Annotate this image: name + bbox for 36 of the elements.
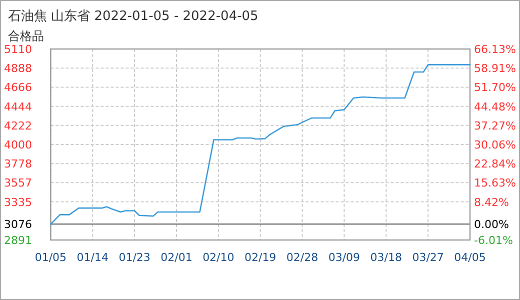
- x-tick-label: 03/27: [412, 251, 444, 264]
- x-tick-label: 01/23: [118, 251, 150, 264]
- y-tick-label: 5110: [4, 43, 32, 56]
- y-tick-label: 4666: [4, 81, 32, 94]
- y2-tick-label: 15.63%: [474, 176, 516, 190]
- y2-tick-label: 0.00%: [474, 218, 509, 232]
- chart-subtitle: 合格品: [8, 29, 44, 43]
- y2-tick-label: 8.42%: [474, 196, 509, 209]
- x-tick-label: 04/05: [454, 251, 486, 264]
- y2-tick-label: 66.13%: [474, 43, 516, 56]
- y-tick-label: 3335: [4, 196, 32, 209]
- x-tick-label: 02/10: [202, 251, 234, 264]
- y-tick-label: 3076: [4, 218, 32, 232]
- x-tick-label: 02/01: [160, 251, 192, 264]
- y-tick-label: 3778: [4, 158, 32, 171]
- x-tick-label: 02/19: [244, 251, 276, 264]
- y2-tick-label: -6.01%: [474, 234, 513, 247]
- x-tick-label: 01/14: [76, 251, 108, 264]
- chart-title: 石油焦 山东省 2022-01-05 - 2022-04-05: [8, 9, 258, 24]
- y2-tick-label: 44.48%: [474, 100, 516, 114]
- y2-tick-label: 22.84%: [474, 158, 516, 171]
- y-tick-label: 4888: [4, 62, 32, 76]
- y2-tick-label: 37.27%: [474, 119, 516, 132]
- x-tick-label: 03/18: [370, 251, 402, 264]
- line-series: [50, 64, 471, 225]
- y-tick-label: 2891: [4, 234, 32, 247]
- y-tick-label: 4444: [4, 100, 32, 114]
- y2-tick-label: 30.06%: [474, 138, 516, 152]
- y-tick-label: 3557: [4, 176, 32, 190]
- x-tick-label: 02/28: [286, 251, 318, 264]
- x-tick-label: 03/09: [328, 251, 360, 264]
- y-tick-label: 4222: [4, 119, 32, 132]
- y2-tick-label: 58.91%: [474, 62, 516, 76]
- x-tick-label: 01/05: [34, 251, 67, 264]
- y2-tick-label: 51.70%: [474, 81, 516, 94]
- y-tick-label: 4000: [4, 138, 32, 152]
